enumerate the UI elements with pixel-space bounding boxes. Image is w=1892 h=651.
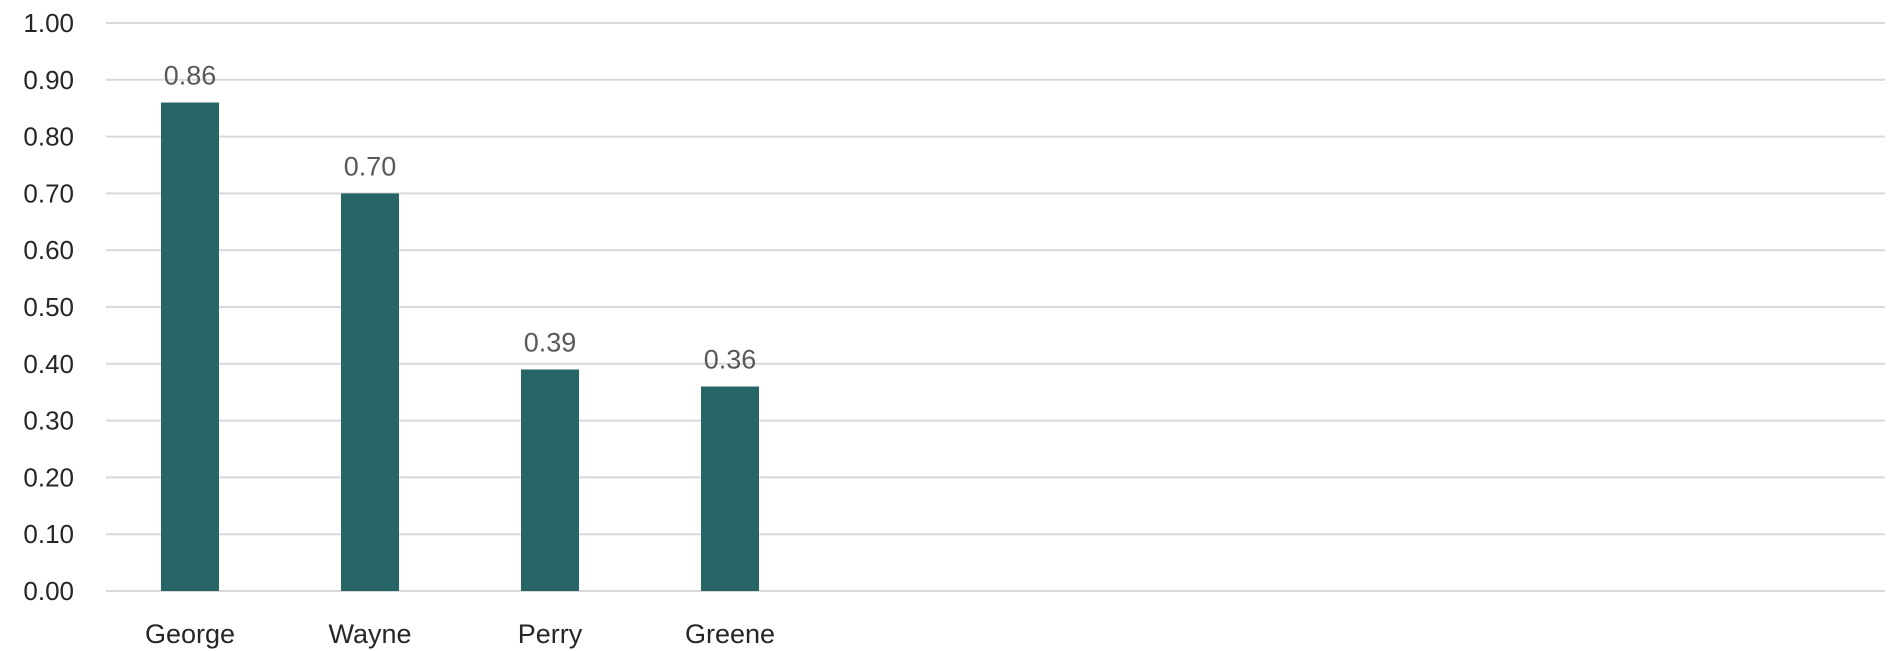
y-tick-label: 0.30 [23,406,74,436]
data-label: 0.39 [524,327,577,357]
bar-perry [521,369,579,591]
y-tick-label: 0.50 [23,292,74,322]
y-tick-label: 0.60 [23,235,74,265]
gridlines [106,22,1885,592]
data-label: 0.86 [164,61,217,91]
x-axis-category-labels: George Wayne Perry Greene [145,619,775,649]
x-category-label: George [145,619,235,649]
y-tick-label: 1.00 [23,8,74,38]
bars [161,102,759,592]
x-category-label: Wayne [328,619,411,649]
y-axis-tick-labels: 0.00 0.10 0.20 0.30 0.40 0.50 0.60 0.70 0.80 0.90… [23,8,74,606]
bar-wayne [341,193,399,591]
y-tick-label: 0.80 [23,122,74,152]
y-tick-label: 0.10 [23,519,74,549]
y-tick-label: 0.40 [23,349,74,379]
y-tick-label: 0.70 [23,178,74,208]
x-category-label: Perry [518,619,583,649]
y-tick-label: 0.20 [23,462,74,492]
data-label: 0.36 [704,345,757,375]
y-tick-label: 0.00 [23,576,74,606]
data-labels: 0.86 0.70 0.39 0.36 [164,61,757,375]
data-label: 0.70 [344,151,397,181]
bar-george [161,102,219,592]
y-tick-label: 0.90 [23,65,74,95]
bar-greene [701,386,759,591]
x-category-label: Greene [685,619,775,649]
